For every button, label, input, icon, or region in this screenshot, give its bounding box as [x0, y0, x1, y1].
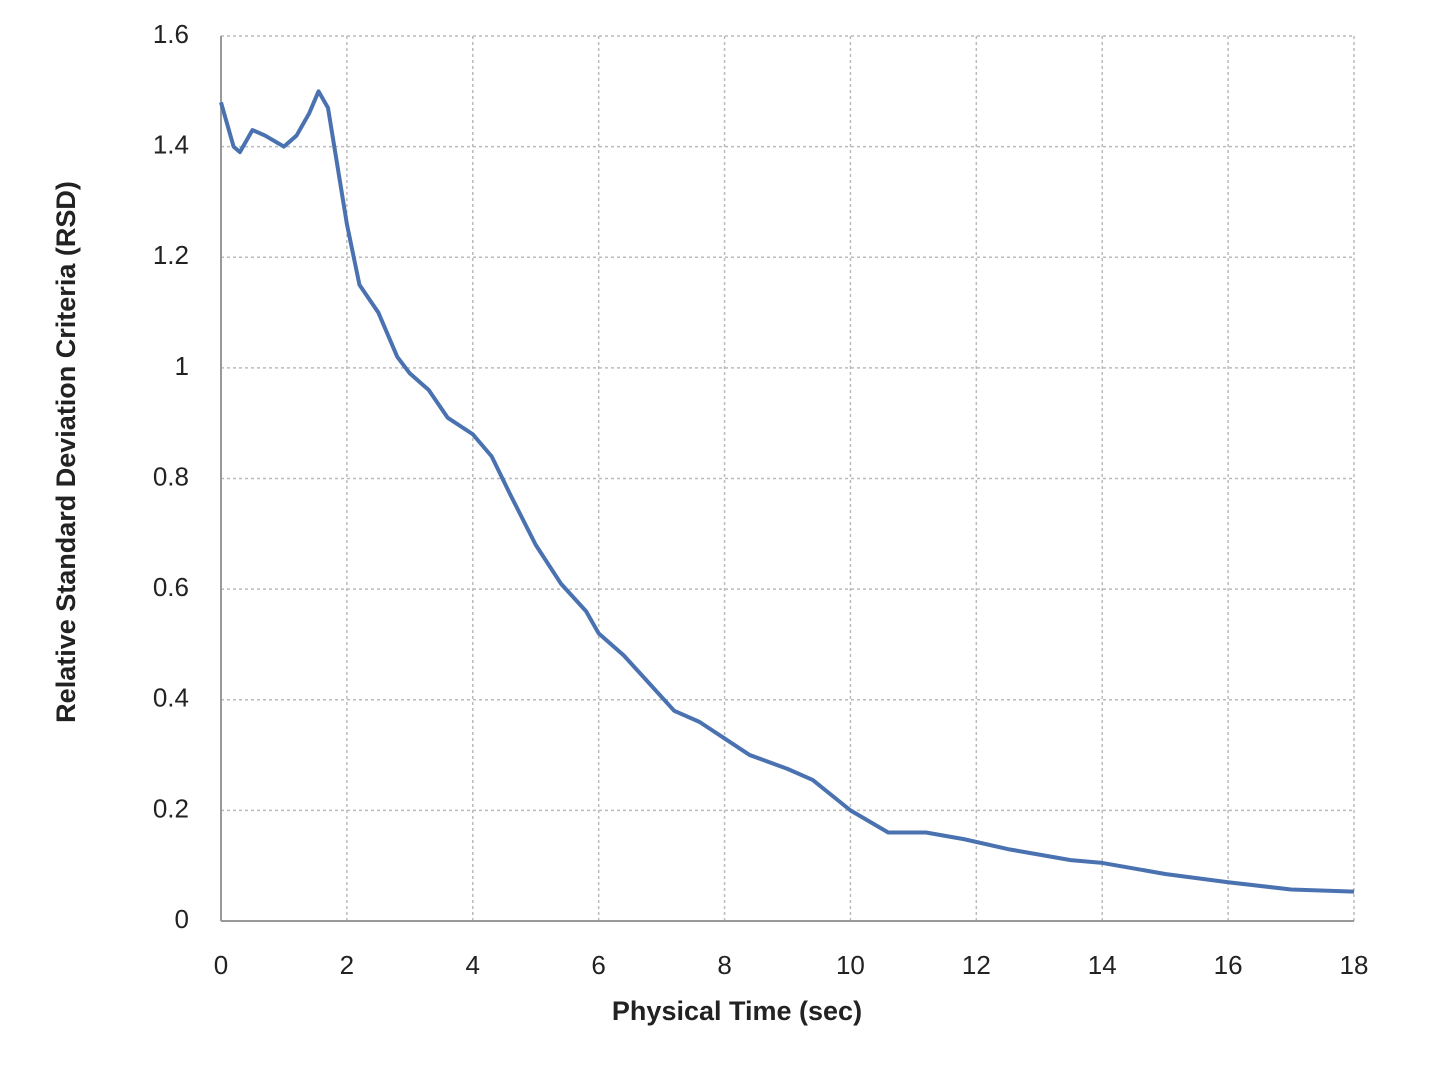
x-tick-label: 6 — [591, 950, 605, 980]
x-tick-label: 10 — [836, 950, 865, 980]
x-tick-label: 14 — [1088, 950, 1117, 980]
data-line — [219, 89, 1355, 894]
y-axis-label: Relative Standard Deviation Criteria (RS… — [51, 181, 81, 723]
y-tick-label: 1.2 — [153, 240, 189, 270]
x-tick-label: 8 — [717, 950, 731, 980]
x-tick-label: 12 — [962, 950, 991, 980]
y-tick-label: 1.4 — [153, 130, 189, 160]
y-tick-label: 0.6 — [153, 572, 189, 602]
x-tick-label: 16 — [1214, 950, 1243, 980]
y-tick-label: 0.2 — [153, 793, 189, 823]
x-axis-label: Physical Time (sec) — [612, 996, 862, 1026]
x-tick-label: 2 — [340, 950, 354, 980]
y-tick-label: 0.8 — [153, 461, 189, 491]
y-tick-label: 0.4 — [153, 683, 189, 713]
x-tick-label: 18 — [1340, 950, 1369, 980]
x-tick-label: 0 — [214, 950, 228, 980]
x-tick-label: 4 — [466, 950, 480, 980]
y-tick-label: 1.6 — [153, 19, 189, 49]
y-tick-label: 0 — [175, 904, 189, 934]
y-tick-label: 1 — [175, 351, 189, 381]
